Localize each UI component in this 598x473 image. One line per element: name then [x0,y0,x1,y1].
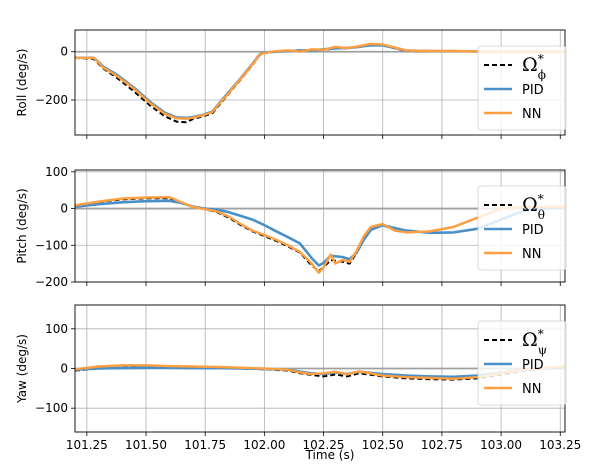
y-tick-label: 100 [45,165,68,179]
series-group [75,196,565,274]
x-tick-label: 103.25 [539,438,581,452]
y-tick-label: −200 [35,275,68,289]
y-tick-label: −100 [35,238,68,252]
legend-label-target: Ω* ϕ [522,52,546,82]
x-tick-label: 102.75 [421,438,463,452]
x-tick-label: 102.25 [303,438,345,452]
y-axis-label: Yaw (deg/s) [15,334,29,404]
x-tick-label: 101.25 [66,438,108,452]
series-line-nn [75,42,565,120]
y-tick-label: −100 [35,401,68,415]
legend-box [477,185,567,271]
y-tick-label: 0 [60,202,68,216]
y-tick-label: 0 [60,362,68,376]
y-tick-label: −200 [35,93,68,107]
y-axis-label: Roll (deg/s) [15,49,29,117]
legend-label-nn: NN [522,247,541,262]
series-group [75,364,565,381]
legend-label-pid: PID [522,83,544,98]
x-tick-label: 101.50 [125,438,167,452]
x-tick-label: 101.75 [184,438,226,452]
x-axis: 101.25 101.50 101.75 102.00 102.25 102.50 102.… [66,438,581,452]
legend-label-target: Ω* θ [522,192,545,222]
legend-label-target: Ω* ψ [522,327,547,357]
series-line-nn [75,364,565,380]
y-tick-label: 100 [45,322,68,336]
x-tick-label: 103.00 [480,438,522,452]
y-axis-label: Pitch (deg/s) [15,188,29,263]
legend-label-nn: NN [522,107,541,122]
series-line-nn [75,196,565,274]
series-group [75,42,565,124]
legend-label-pid: PID [522,223,544,238]
x-tick-label: 102.00 [243,438,285,452]
legend-label-pid: PID [522,358,544,373]
x-tick-label: 102.50 [362,438,404,452]
legend-box [477,45,567,131]
y-tick-label: 0 [60,45,68,59]
legend-label-nn: NN [522,382,541,397]
legend-box [477,320,567,406]
x-axis-label: Time (s) [305,448,355,462]
